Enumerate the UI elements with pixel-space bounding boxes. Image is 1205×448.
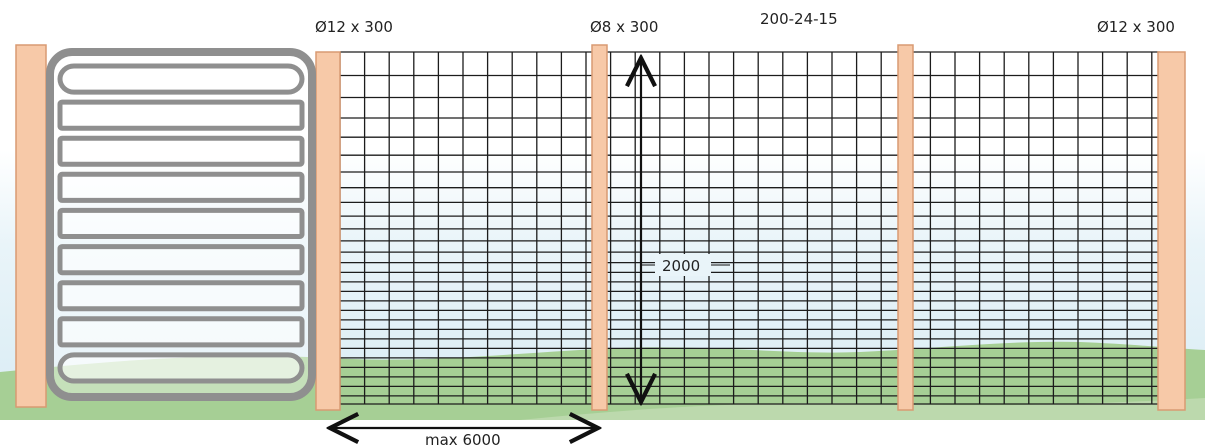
gate-rail bbox=[57, 99, 305, 131]
mesh-spec-label: 200-24-15 bbox=[760, 10, 838, 28]
gate-rail bbox=[57, 316, 305, 348]
gate-hinge-post bbox=[15, 44, 47, 408]
height-label-bg bbox=[655, 254, 711, 276]
gate-rail bbox=[57, 135, 305, 167]
post-mid-spec-label: Ø8 x 300 bbox=[590, 18, 658, 36]
gate-rail bbox=[57, 171, 305, 203]
post-intermediate-2 bbox=[897, 44, 914, 411]
gate-rail bbox=[57, 280, 305, 312]
farm-gate bbox=[46, 48, 316, 401]
post-intermediate-1 bbox=[591, 44, 608, 411]
post-left bbox=[315, 51, 341, 411]
wire-mesh bbox=[339, 51, 1160, 405]
post-left-spec-label: Ø12 x 300 bbox=[315, 18, 393, 36]
span-dimension-label: max 6000 bbox=[425, 431, 501, 448]
gate-rail bbox=[57, 244, 305, 276]
height-dimension-label: 2000 bbox=[662, 257, 700, 275]
ground-shade bbox=[520, 398, 1205, 420]
gate-rail bbox=[57, 63, 305, 95]
post-right-spec-label: Ø12 x 300 bbox=[1097, 18, 1175, 36]
gate-rail bbox=[57, 352, 305, 384]
gate-rail bbox=[57, 207, 305, 239]
post-right bbox=[1157, 51, 1186, 411]
